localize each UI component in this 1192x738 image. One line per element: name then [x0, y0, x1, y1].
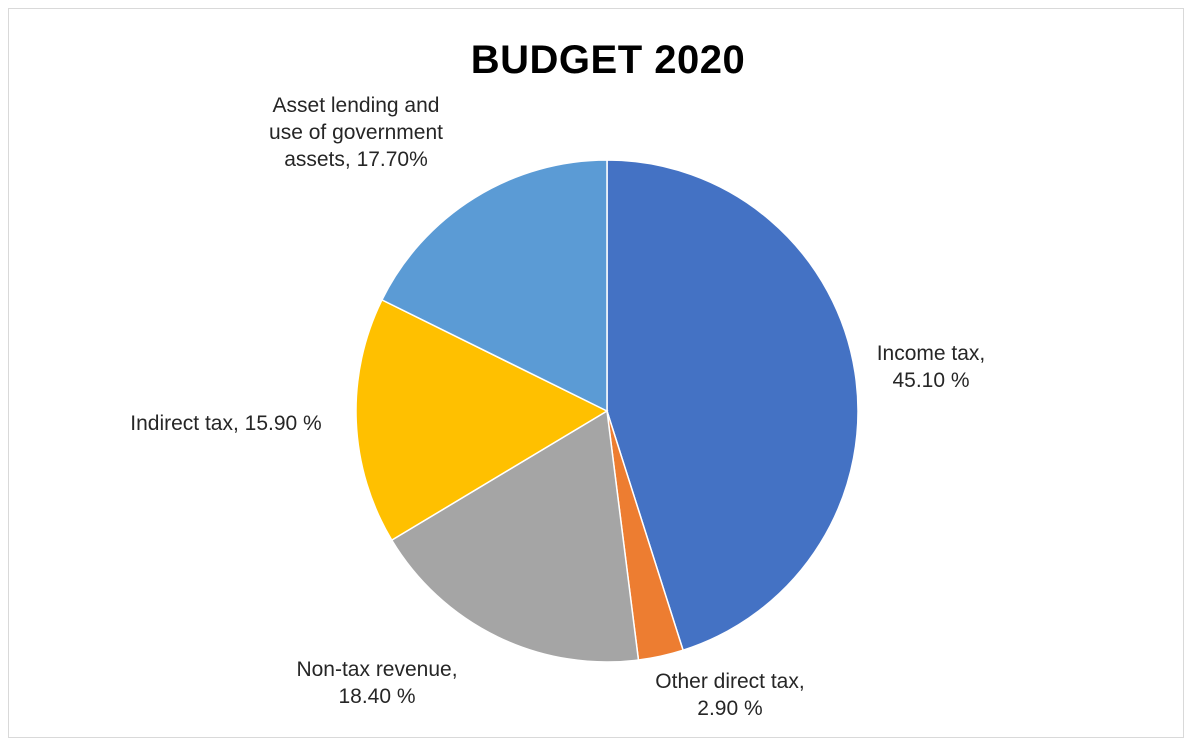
slice-label-income-tax: Income tax, 45.10 % [876, 342, 986, 392]
slice-label-asset-lending: Asset lending and use of government asse… [269, 94, 443, 171]
slice-label-indirect-tax: Indirect tax, 15.90 % [130, 412, 322, 435]
chart-title: BUDGET 2020 [470, 38, 746, 82]
pie-slice-indirect-tax [355, 298, 609, 542]
slice-label-non-tax-revenue: Non-tax revenue, 18.40 % [296, 658, 458, 708]
slice-label-other-direct-tax: Other direct tax, 2.90 % [655, 670, 805, 720]
pie-slice-income-tax [606, 159, 859, 652]
pie-slice-non-tax-revenue [390, 409, 640, 663]
pie-slice-asset-lending [380, 159, 608, 413]
